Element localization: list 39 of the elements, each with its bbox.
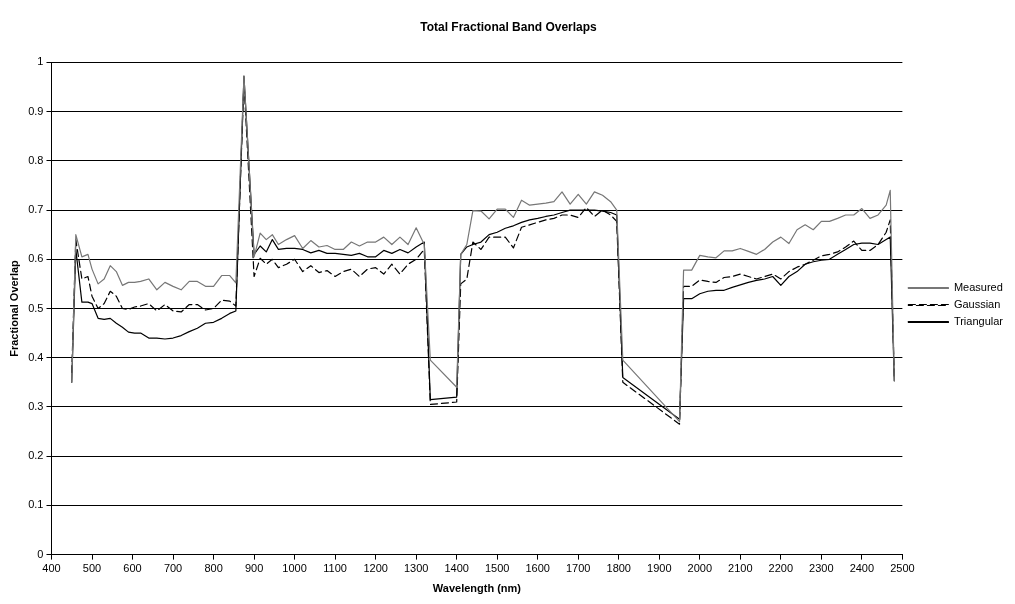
legend-label: Measured (953, 281, 1003, 294)
x-tick-label: 1000 (282, 562, 307, 575)
y-tick-label: 0.7 (28, 203, 44, 216)
y-tick-label: 0.1 (28, 498, 44, 511)
y-tick-label: 0 (37, 547, 44, 560)
y-tick-label: 0.6 (28, 252, 44, 265)
y-tick-label: 0.9 (28, 104, 44, 117)
x-tick-label: 800 (204, 562, 223, 575)
x-axis-title: Wavelength (nm) (432, 582, 522, 595)
y-tick-label: 1 (37, 55, 44, 68)
x-tick-label: 700 (163, 562, 183, 575)
legend-label: Triangular (953, 315, 1004, 328)
y-tick-label: 0.3 (28, 399, 44, 412)
y-tick-label: 0.8 (28, 153, 44, 166)
x-tick-label: 400 (42, 562, 61, 575)
y-tick-label: 0.2 (28, 449, 44, 462)
x-tick-label: 1400 (444, 562, 469, 575)
x-tick-label: 1600 (525, 562, 550, 575)
x-tick-label: 2400 (849, 562, 875, 575)
x-tick-label: 900 (244, 562, 264, 575)
x-tick-label: 600 (123, 562, 142, 575)
x-tick-label: 1700 (565, 562, 591, 575)
x-tick-label: 2000 (687, 562, 713, 575)
y-tick-label: 0.5 (28, 301, 44, 314)
y-tick-label: 0.4 (28, 350, 44, 363)
x-tick-label: 2300 (809, 562, 834, 575)
x-tick-label: 1200 (363, 562, 388, 575)
x-tick-label: 1100 (323, 562, 347, 575)
x-tick-label: 1300 (403, 562, 429, 575)
y-axis-title: Fractional Overlap (7, 259, 20, 357)
x-tick-label: 1900 (647, 562, 672, 575)
x-tick-label: 2100 (728, 562, 753, 575)
x-tick-label: 500 (82, 562, 102, 575)
x-tick-label: 1500 (484, 562, 510, 575)
legend-label: Gaussian (953, 298, 1001, 311)
x-tick-label: 1800 (606, 562, 631, 575)
x-tick-label: 2500 (890, 562, 915, 575)
x-tick-label: 2200 (768, 562, 794, 575)
chart-title: Total Fractional Band Overlaps (420, 19, 598, 34)
